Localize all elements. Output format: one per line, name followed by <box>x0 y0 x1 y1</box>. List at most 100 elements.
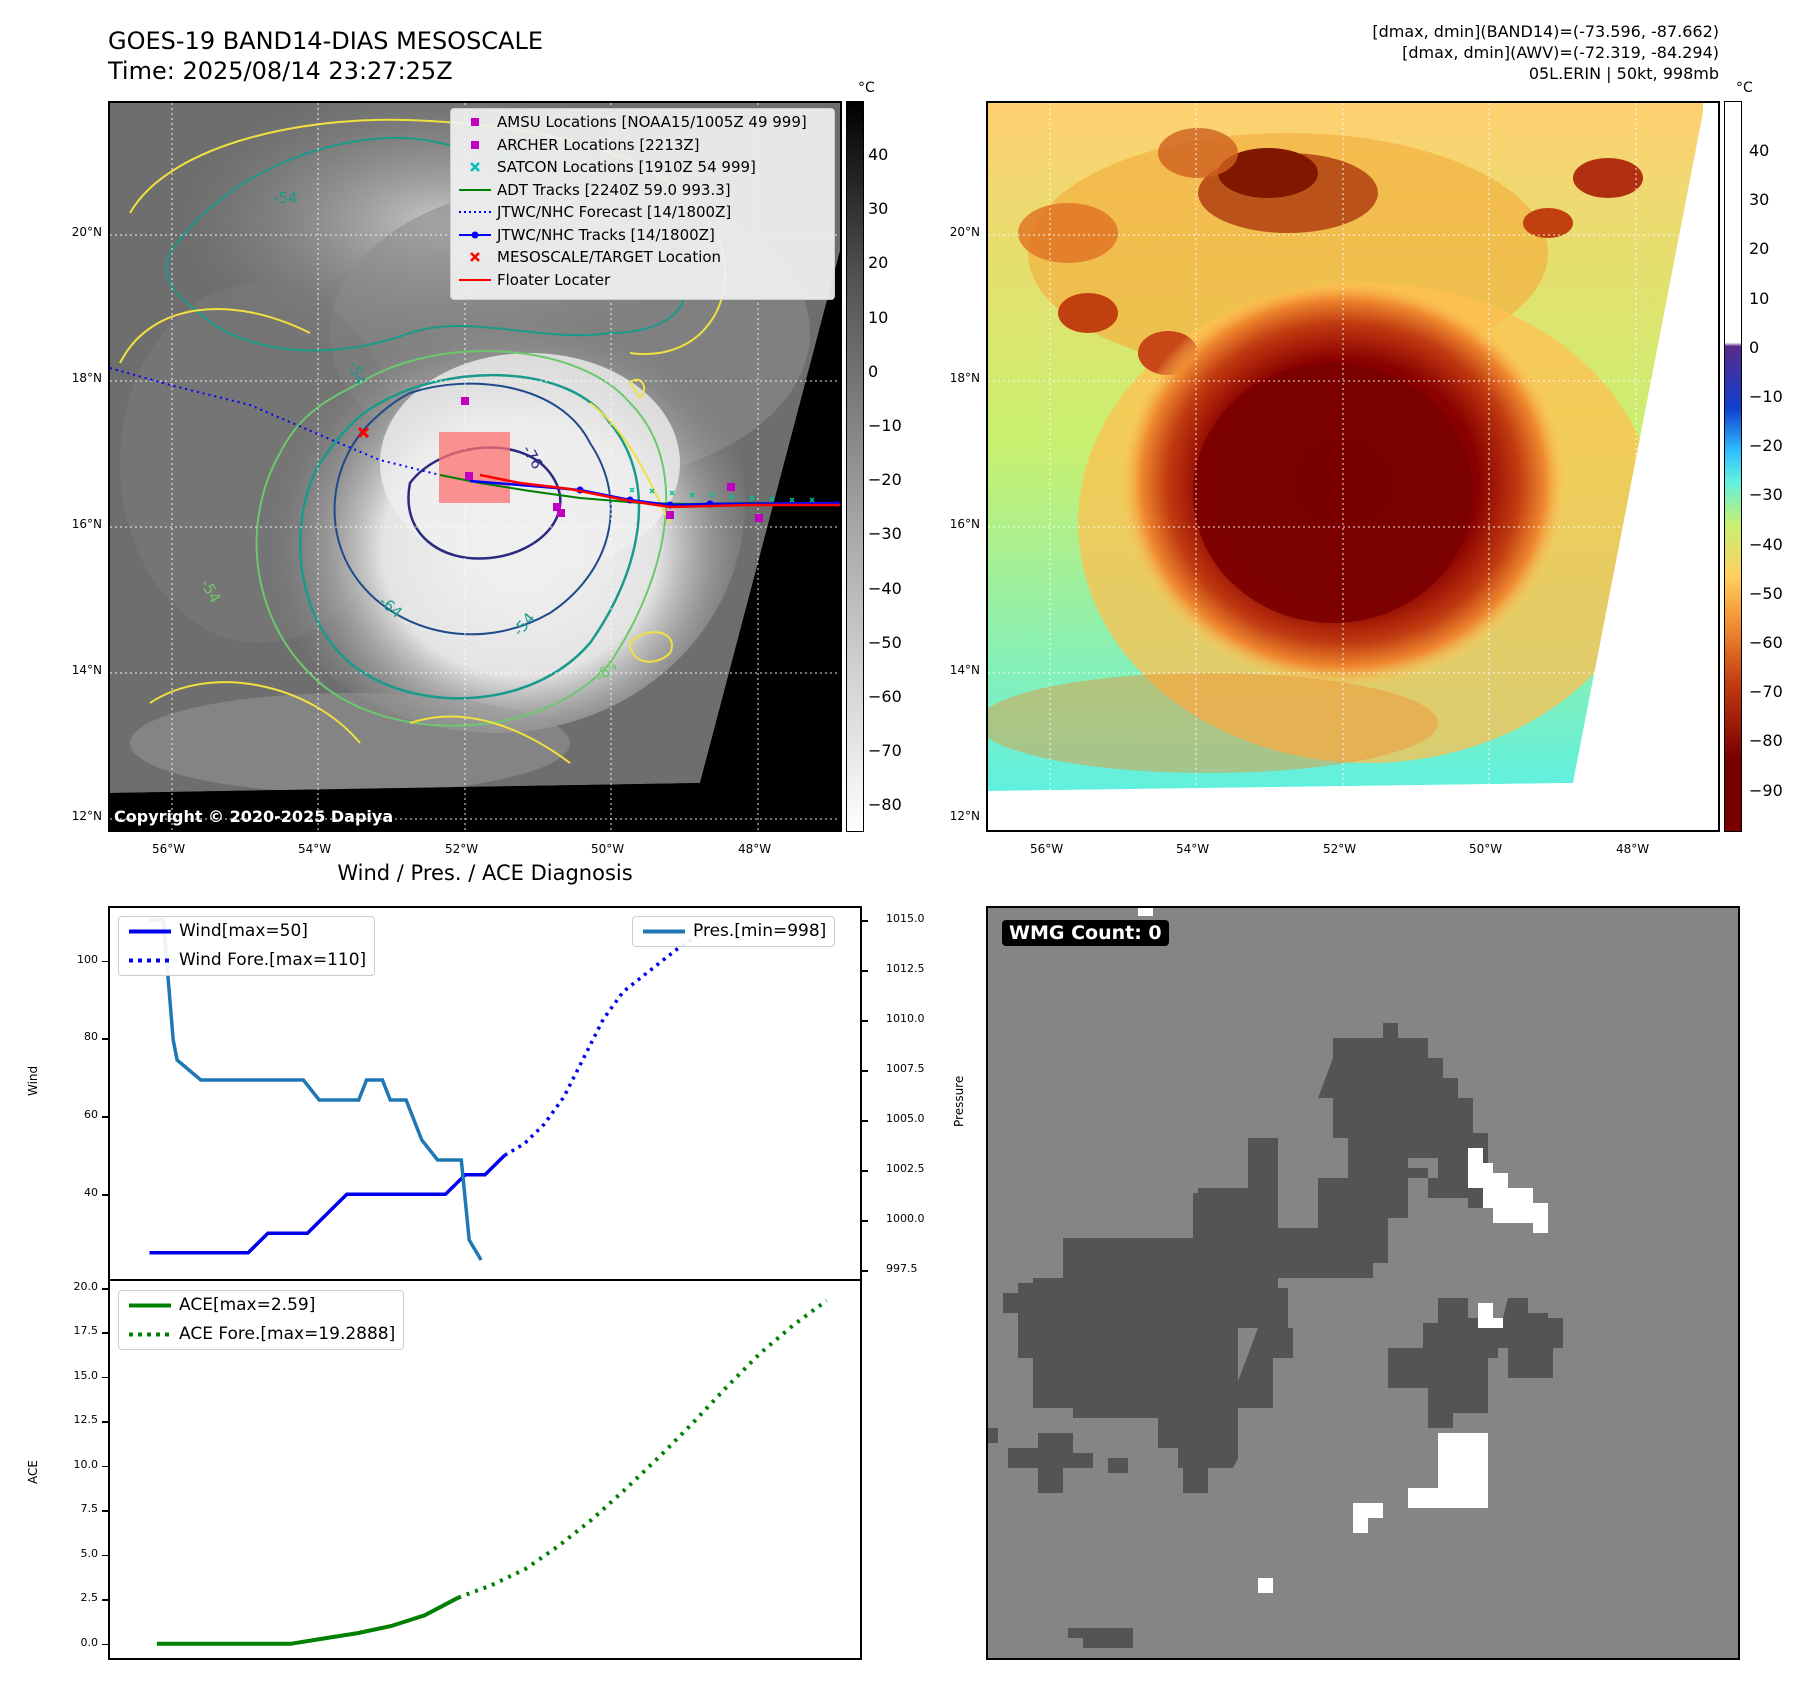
ace-ytick: 12.5 <box>73 1413 99 1427</box>
pressure-ytick-mark <box>862 1220 868 1222</box>
target-location-box <box>439 432 510 503</box>
lon-label: 56°W <box>152 842 186 856</box>
colorbar-gray-tick: −80 <box>868 795 902 815</box>
lat-label: 18°N <box>949 371 980 385</box>
map-legend: AMSU Locations [NOAA15/1005Z 49 999] ARCH… <box>450 108 835 300</box>
colorbar-gray-tick: 0 <box>868 361 879 381</box>
wind-forecast-legend-label: Wind Fore.[max=110] <box>179 950 367 970</box>
contour-54-north <box>165 136 688 352</box>
color-ir-map-image <box>988 103 1718 830</box>
legend-label: ADT Tracks [2240Z 59.0 993.3] <box>497 180 731 199</box>
colorbar-color-tick: 20 <box>1749 239 1770 259</box>
amsu-archer-markers <box>461 397 763 522</box>
colorbar-gray-tick: −50 <box>868 632 902 652</box>
wmg-panel: WMG Count: 0 <box>986 906 1740 1660</box>
ace-legend-label: ACE[max=2.59] <box>179 1295 316 1315</box>
ace-ytick: 10.0 <box>73 1457 99 1471</box>
pressure-ytick-mark <box>862 920 868 922</box>
wind-ytick-mark <box>102 1194 108 1196</box>
stats-awv: [dmax, dmin](AWV)=(-72.319, -84.294) <box>1402 43 1719 62</box>
lat-label: 18°N <box>71 371 102 385</box>
map-legend-item: ARCHER Locations [2213Z] <box>451 134 834 157</box>
wind-ytick: 80 <box>84 1030 98 1044</box>
colorbar-gray-tick: −60 <box>868 687 902 706</box>
stats-band14: [dmax, dmin](BAND14)=(-73.596, -87.662) <box>1372 22 1719 41</box>
lon-label: 54°W <box>298 842 332 856</box>
pressure-ytick: 1002.5 <box>886 1162 925 1175</box>
color-ir-map-panel <box>986 101 1720 832</box>
colorbar-gray-tick: −30 <box>868 524 902 544</box>
lat-label: 20°N <box>71 225 102 239</box>
wmg-dark-regions <box>988 1023 1563 1648</box>
lon-label: 52°W <box>445 842 479 856</box>
legend-symbol <box>459 278 491 281</box>
legend-label: Floater Locater <box>497 270 611 289</box>
lat-label: 14°N <box>71 663 102 677</box>
series-line-2 <box>149 918 483 1261</box>
wind-ytick-mark <box>102 1038 108 1040</box>
map-legend-item: AMSU Locations [NOAA15/1005Z 49 999] <box>451 111 834 134</box>
legend-symbol <box>470 162 480 172</box>
ace-ytick-mark <box>102 1643 108 1646</box>
lon-label: 48°W <box>1616 842 1650 856</box>
ace-plot <box>108 1279 862 1660</box>
pressure-ytick: 1005.0 <box>886 1112 925 1125</box>
lat-label: 20°N <box>949 225 980 239</box>
legend-label: JTWC/NHC Forecast [14/1800Z] <box>497 203 732 221</box>
pressure-ytick: 1007.5 <box>886 1062 925 1075</box>
legend-label: JTWC/NHC Tracks [14/1800Z] <box>497 225 715 244</box>
wind-ytick: 60 <box>84 1108 98 1122</box>
pressure-legend: Pres.[min=998] <box>632 916 836 947</box>
colorbar-gray <box>846 101 864 832</box>
mesoscale-target-marker <box>357 426 370 439</box>
pressure-ytick: 1012.5 <box>886 962 925 975</box>
series-line-1 <box>503 920 723 1157</box>
legend-label: MESOSCALE/TARGET Location <box>497 248 722 266</box>
legend-symbol <box>459 211 491 213</box>
pressure-ytick-mark <box>862 1070 868 1072</box>
pressure-ytick-mark <box>862 1120 868 1122</box>
colorbar-gray-tick: −70 <box>868 741 902 761</box>
colorbar-gray-tick: 30 <box>868 199 889 219</box>
ace-plot-frame <box>108 1279 862 1660</box>
ace-ytick: 17.5 <box>73 1324 99 1338</box>
ace-series-line-0 <box>156 1595 460 1646</box>
lon-label: 48°W <box>738 842 772 856</box>
ace-forecast-legend-label: ACE Fore.[max=19.2888] <box>179 1324 396 1344</box>
colorbar-color-tick: −40 <box>1749 534 1783 554</box>
lat-label: 12°N <box>949 809 980 823</box>
legend-symbol <box>459 231 491 238</box>
wind-axis-label: Wind <box>26 1065 40 1096</box>
colorbar-gray-tick: −10 <box>868 416 902 435</box>
map-legend-item: ADT Tracks [2240Z 59.0 993.3] <box>451 179 834 202</box>
wind-ytick-mark <box>102 960 108 963</box>
wind-ytick: 40 <box>84 1186 98 1200</box>
colorbar-color-tick: −80 <box>1749 731 1783 751</box>
colorbar-gray-tick: 20 <box>868 253 889 273</box>
ace-series-line-1 <box>457 1298 828 1600</box>
legend-label: AMSU Locations [NOAA15/1005Z 49 999] <box>497 113 807 131</box>
pressure-ytick-mark <box>862 1270 868 1272</box>
wind-ytick-mark <box>102 1116 108 1118</box>
colorbar-color-tick: 10 <box>1749 288 1770 308</box>
contour-74 <box>333 382 612 636</box>
colorbar-gray-tick: 40 <box>868 145 889 164</box>
map-legend-item: MESOSCALE/TARGET Location <box>451 246 834 269</box>
colorbar-gray-tick: −40 <box>868 578 902 598</box>
wind-ytick: 100 <box>77 952 98 966</box>
ace-ytick-mark <box>102 1376 108 1379</box>
wmg-count-badge: WMG Count: 0 <box>1002 920 1169 946</box>
lat-label: 12°N <box>71 809 102 823</box>
map-legend-item: JTWC/NHC Tracks [14/1800Z] <box>451 224 834 247</box>
lat-label: 16°N <box>71 517 102 531</box>
pressure-ytick: 1000.0 <box>886 1212 925 1225</box>
copyright-text: Copyright © 2020-2025 Dapiya <box>114 807 394 826</box>
ace-ytick-mark <box>102 1288 108 1290</box>
ace-ytick: 20.0 <box>73 1280 99 1293</box>
map-legend-item: JTWC/NHC Forecast [14/1800Z] <box>451 201 834 224</box>
lon-label: 54°W <box>1176 842 1210 856</box>
legend-label: ARCHER Locations [2213Z] <box>497 135 700 154</box>
lon-label: 50°W <box>1469 842 1503 856</box>
ace-legend: ACE[max=2.59] ACE Fore.[max=19.2888] <box>118 1290 405 1350</box>
colorbar-color-tick: 30 <box>1749 190 1770 210</box>
